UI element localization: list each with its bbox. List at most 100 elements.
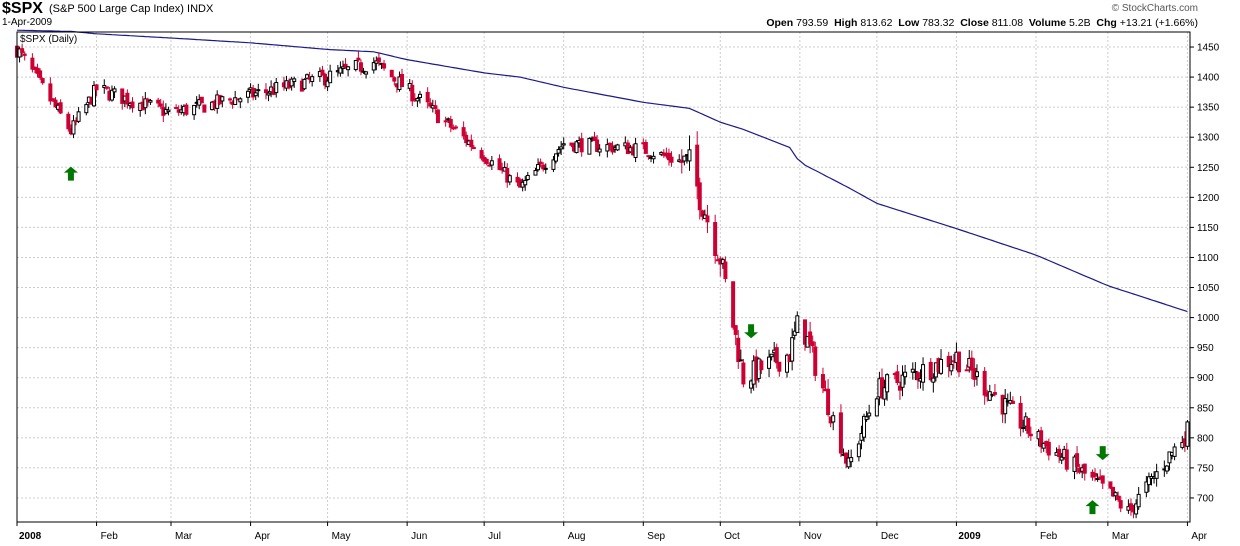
- candle-body-up: [1095, 477, 1100, 480]
- candle-body-up: [551, 159, 556, 170]
- candle-body-up: [192, 104, 197, 116]
- candle-body-up: [417, 93, 422, 99]
- candle-body-up: [353, 59, 358, 71]
- candle-body-down: [400, 73, 405, 88]
- candle-body-down: [897, 385, 902, 391]
- candle-body-down: [1118, 500, 1123, 509]
- candle-body-down: [425, 91, 430, 103]
- copyright-notice: © StockCharts.com: [1111, 3, 1198, 14]
- candle-body-up: [738, 359, 743, 362]
- candle-body-down: [392, 77, 397, 82]
- high-value: 813.62: [860, 17, 893, 29]
- candle-body-down: [50, 98, 55, 101]
- candle-body-down: [53, 99, 58, 108]
- candle-body-down: [915, 372, 920, 381]
- candle-body-up: [921, 364, 926, 383]
- y-tick-label: 900: [1197, 373, 1214, 384]
- candle-body-down: [1046, 441, 1051, 456]
- x-tick-label: May: [332, 531, 351, 542]
- candle-body-up: [856, 443, 861, 458]
- candle-body-up: [415, 98, 420, 102]
- candle-body-down: [697, 182, 702, 211]
- candle-body-down: [58, 102, 63, 114]
- candle-body-down: [433, 105, 438, 109]
- candle-body-up: [346, 66, 351, 71]
- candle-body-up: [767, 356, 772, 369]
- candle-body-up: [543, 167, 548, 170]
- candle-body-up: [882, 387, 887, 400]
- candle-body-down: [484, 158, 489, 164]
- candle-body-up: [931, 377, 936, 383]
- candle-body-up: [846, 457, 851, 468]
- candle-body-up: [292, 78, 297, 82]
- candle-body-down: [130, 101, 135, 109]
- candle-body-down: [1018, 402, 1023, 429]
- candle-body-down: [802, 319, 807, 345]
- moving-average-line: [16, 29, 1188, 313]
- candle-body-down: [1100, 475, 1105, 484]
- candle-body-down: [928, 361, 933, 381]
- candle-body-down: [595, 139, 600, 152]
- candle-body-up: [849, 457, 854, 463]
- y-tick-label: 1250: [1197, 163, 1220, 174]
- candle-body-up: [949, 364, 954, 372]
- candle-body-down: [700, 210, 705, 217]
- change-label: Chg: [1096, 17, 1117, 29]
- candle-body-down: [964, 369, 969, 372]
- candle-body-down: [541, 164, 546, 170]
- candle-body-up: [371, 62, 376, 71]
- up-arrow-icon: [1085, 500, 1100, 515]
- candle-body-down: [453, 126, 458, 129]
- candle-body-down: [820, 374, 825, 389]
- volume-value: 5.2B: [1068, 17, 1091, 29]
- y-tick-label: 950: [1197, 343, 1214, 354]
- exchange-code: INDX: [187, 3, 214, 15]
- candle-body-up: [92, 84, 97, 107]
- candle-body-up: [795, 315, 800, 333]
- candle-body-up: [587, 137, 592, 155]
- candle-body-down: [1075, 453, 1080, 467]
- candle-body-down: [1093, 473, 1098, 477]
- candle-body-up: [1059, 456, 1064, 461]
- candle-body-down: [343, 63, 348, 69]
- candle-body-up: [71, 120, 76, 135]
- candle-body-down: [497, 158, 502, 171]
- x-tick-label: Oct: [724, 531, 740, 542]
- candle-body-down: [479, 150, 484, 159]
- candle-body-down: [1110, 486, 1115, 497]
- ticker-name: (S&P 500 Large Cap Index) INDX: [49, 3, 213, 15]
- candle-body-up: [785, 354, 790, 373]
- candle-body-up: [633, 143, 638, 159]
- chart-header: $SPX (S&P 500 Large Cap Index) INDX 1-Ap…: [0, 0, 1240, 32]
- panel-label: $SPX (Daily): [20, 34, 77, 45]
- candle-body-down: [323, 73, 328, 86]
- candle-body-down: [1026, 417, 1031, 434]
- candle-body-down: [969, 357, 974, 371]
- candle-body-down: [202, 104, 207, 113]
- ticker-symbol: $SPX: [2, 0, 43, 17]
- candle-body-up: [1154, 471, 1159, 479]
- candle-body-up: [310, 76, 315, 83]
- up-arrow-icon: [63, 166, 78, 181]
- moving-average-layer: [16, 29, 1188, 313]
- low-label: Low: [898, 17, 920, 29]
- candle-body-up: [325, 80, 330, 88]
- x-tick-label: 2008: [19, 531, 42, 542]
- candle-body-down: [826, 388, 831, 416]
- candle-body-up: [220, 96, 225, 102]
- y-tick-label: 750: [1197, 463, 1214, 474]
- candle-body-down: [643, 141, 648, 154]
- candle-body-up: [974, 371, 979, 377]
- down-arrow-icon: [1095, 446, 1110, 461]
- x-tick-label: Apr: [1191, 531, 1207, 542]
- candle-body-up: [1172, 446, 1177, 457]
- x-tick-label: Feb: [1040, 531, 1058, 542]
- candle-body-up: [1113, 492, 1118, 497]
- candle-body-up: [790, 337, 795, 362]
- plot-frame: [16, 31, 1191, 523]
- candle-body-up: [1164, 465, 1169, 472]
- index-name: (S&P 500 Large Cap Index): [49, 3, 184, 15]
- candle-body-up: [862, 415, 867, 438]
- y-tick-label: 1200: [1197, 193, 1220, 204]
